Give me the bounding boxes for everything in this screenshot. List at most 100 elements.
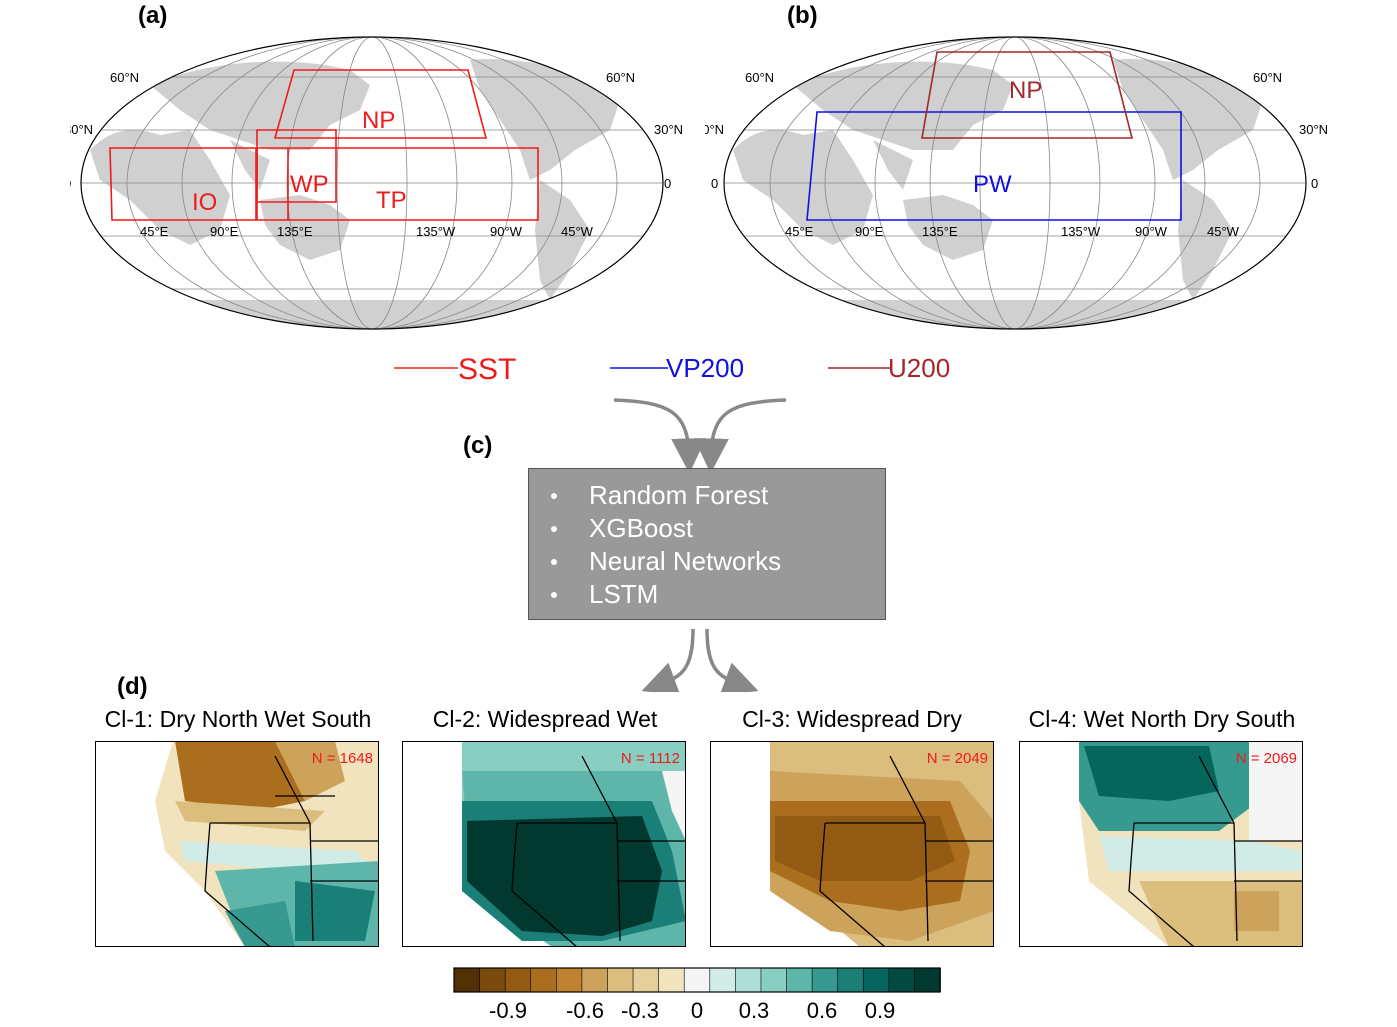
colorbar-swatch [786,967,813,993]
landmass [90,59,620,329]
legend-label-vp200: VP200 [666,353,744,383]
model-label: Neural Networks [589,546,782,576]
colorbar-swatch [453,967,481,993]
colorbar-swatch [862,967,890,993]
region-pw-box [806,111,1182,221]
arrow-in-left [613,398,707,474]
lon-label-90e: 90°E [210,224,239,239]
lon-label-90e: 90°E [855,224,884,239]
lon-label-135w: 135°W [1061,224,1101,239]
map-a: 60°N 60°N 30°N 30°N 0 0 45°E 90°E 135°E … [70,36,683,330]
lat-label-30n-right: 30°N [1299,122,1328,137]
colorbar-tick-label: 0 [691,998,703,1023]
region-pw-label: PW [973,171,1012,198]
colorbar-swatch [556,967,583,993]
lon-label-90w: 90°W [490,224,523,239]
colorbar-tick-label: -0.6 [566,998,604,1023]
cluster-map-3: N = 2049 [710,741,994,947]
colorbar-tick-label: -0.3 [621,998,659,1023]
legend: SST VP200 U200 [394,353,950,386]
cluster-map-2: N = 1112 [402,741,686,947]
bullet-icon [551,493,557,499]
panel-label-a: (a) [138,2,168,29]
cluster-count: N = 1648 [312,750,373,767]
lon-label-45w: 45°W [1207,224,1240,239]
model-label: XGBoost [589,513,694,543]
bullet-icon [551,592,557,598]
state-borders [819,755,994,947]
colorbar-tick-label: 0.9 [865,998,896,1023]
colorbar-tick-label: 0.3 [739,998,770,1023]
state-borders [1128,755,1303,947]
colorbar-swatch [607,967,634,993]
regions-a [109,69,539,221]
model-label: LSTM [589,579,659,609]
colorbar-swatch [581,967,609,993]
model-item: Neural Networks [551,545,885,578]
region-io-label: IO [192,189,217,216]
lat-label-0-right: 0 [1311,176,1318,191]
cluster-count: N = 1112 [621,750,680,767]
cluster-title-4: Cl-4: Wet North Dry South [1028,706,1296,732]
model-item: XGBoost [551,512,885,545]
lat-label-30n-left: 30°N [705,122,724,137]
lat-label-60n-right: 60°N [606,70,635,85]
arrow-out-right [705,628,759,692]
map-b: 60°N 60°N 30°N 30°N 0 0 45°E 90°E 135°E … [705,36,1328,330]
colorbar: -0.9 -0.6 -0.3 0 0.3 0.6 0.9 [453,967,941,1023]
cluster-title-3: Cl-3: Widespread Dry [742,706,962,732]
legend-label-u200: U200 [888,353,950,383]
colorbar-swatch [709,967,737,993]
flow-arrows [613,398,787,692]
model-label: Random Forest [589,480,769,510]
lon-label-45e: 45°E [140,224,169,239]
lat-label-60n-left: 60°N [110,70,139,85]
colorbar-tick-label: 0.6 [807,998,838,1023]
colorbar-swatch [658,967,686,993]
region-np-label: NP [362,107,395,134]
lat-label-0-left: 0 [70,176,71,191]
cluster-title-1: Cl-1: Dry North Wet South [104,706,372,732]
lat-label-60n-left: 60°N [745,70,774,85]
lon-label-135w: 135°W [416,224,456,239]
cluster-map-4: N = 2069 [1019,741,1303,947]
arrow-in-right [693,398,787,474]
colorbar-swatch [914,967,941,993]
panel-label-d: (d) [117,673,148,700]
lat-label-30n-right: 30°N [654,122,683,137]
legend-label-sst: SST [458,353,516,386]
colorbar-swatches [453,967,941,993]
state-borders [204,755,379,947]
bullet-icon [551,526,557,532]
colorbar-swatch [530,967,558,993]
cluster-count: N = 2049 [927,750,988,767]
lat-label-30n-left: 30°N [70,122,93,137]
models-box: Random Forest XGBoost Neural Networks LS… [528,468,886,620]
colorbar-swatch [735,967,762,993]
model-item: LSTM [551,578,885,611]
models-list: Random Forest XGBoost Neural Networks LS… [529,469,885,611]
region-tp-label: TP [376,187,407,214]
colorbar-swatch [837,967,865,993]
lon-label-45e: 45°E [785,224,814,239]
colorbar-swatch [479,967,506,993]
region-np-box [921,51,1134,139]
cluster-title-2: Cl-2: Widespread Wet [432,706,658,732]
cluster-count: N = 2069 [1236,750,1297,767]
model-item: Random Forest [551,479,885,512]
colorbar-tick-label: -0.9 [489,998,527,1023]
region-wp-label: WP [290,171,329,198]
lat-label-60n-right: 60°N [1253,70,1282,85]
lat-label-0-left: 0 [711,176,718,191]
bullet-icon [551,559,557,565]
lon-label-135e: 135°E [922,224,958,239]
cluster-map-1: N = 1648 [95,741,379,947]
colorbar-swatch [683,967,711,993]
colorbar-swatch [888,967,916,993]
lon-label-90w: 90°W [1135,224,1168,239]
lon-label-135e: 135°E [277,224,313,239]
lat-label-0-right: 0 [664,176,671,191]
panel-label-b: (b) [787,2,818,29]
graticule [81,37,663,329]
state-borders [511,755,686,947]
